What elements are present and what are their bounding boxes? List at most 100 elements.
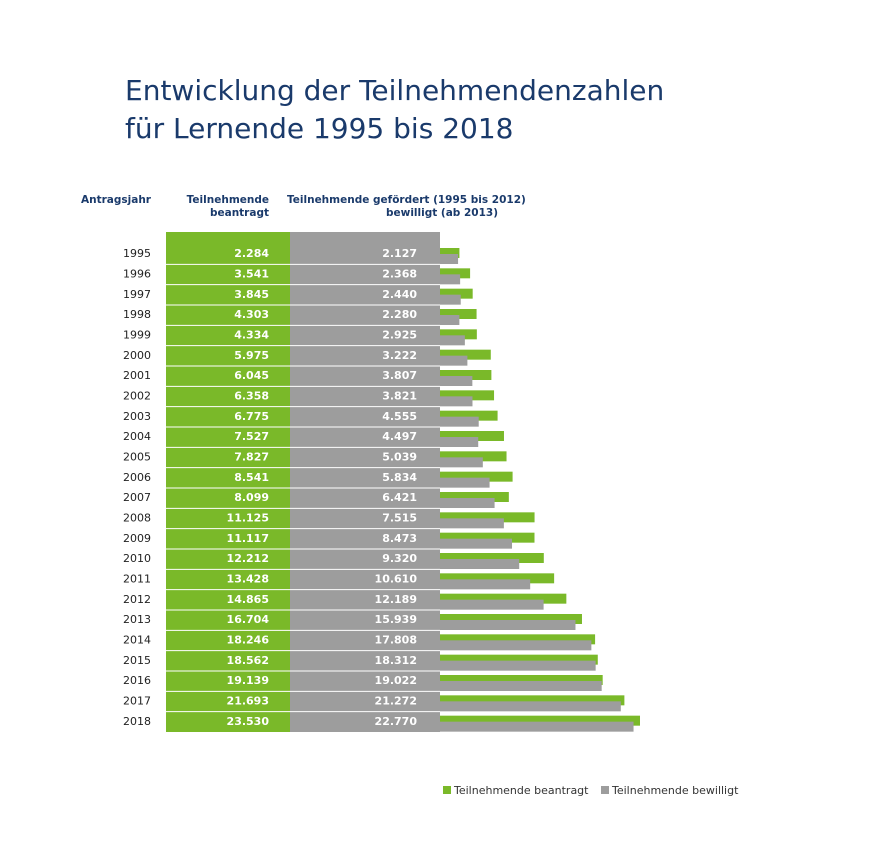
- bar: [440, 268, 471, 279]
- value-label: 2.925: [382, 329, 417, 342]
- value-label: 2.284: [234, 247, 269, 260]
- bar: [440, 288, 473, 299]
- bar: [440, 355, 468, 366]
- value-label: 14.865: [227, 593, 269, 606]
- value-label: 12.212: [227, 552, 269, 565]
- bar: [440, 431, 504, 441]
- y-tick-label: 1999: [123, 329, 151, 342]
- y-tick-label: 1998: [123, 308, 151, 321]
- value-label: 8.541: [234, 471, 269, 484]
- value-label: 15.939: [375, 613, 417, 626]
- value-label: 2.368: [382, 268, 417, 281]
- bar: [440, 248, 460, 258]
- bar: [440, 532, 535, 543]
- y-tick-label: 1996: [123, 268, 151, 281]
- value-label: 7.515: [382, 512, 417, 525]
- value-label: 9.320: [382, 552, 417, 565]
- value-label: 6.421: [382, 491, 417, 504]
- value-label: 2.127: [382, 247, 417, 260]
- bar: [440, 599, 544, 610]
- value-label: 4.555: [382, 410, 417, 423]
- bar: [440, 471, 513, 482]
- bar: [440, 477, 490, 488]
- value-label: 18.246: [227, 634, 270, 647]
- value-label: 4.334: [234, 329, 269, 342]
- y-tick-label: 2012: [123, 593, 151, 606]
- value-label: 11.125: [227, 512, 269, 525]
- value-label: 5.039: [382, 451, 417, 464]
- bar: [440, 329, 477, 340]
- bar: [440, 675, 603, 685]
- legend-swatch: [601, 786, 609, 794]
- value-label: 8.473: [382, 532, 417, 545]
- bar: [440, 559, 520, 569]
- value-label: 22.770: [375, 715, 418, 728]
- value-label: 17.808: [375, 634, 417, 647]
- value-label: 6.775: [234, 410, 269, 423]
- value-label: 11.117: [227, 532, 269, 545]
- bar: [440, 390, 495, 401]
- bar: [440, 701, 621, 712]
- bar: [440, 640, 592, 651]
- value-label: 13.428: [227, 573, 269, 586]
- value-label: 23.530: [227, 715, 270, 728]
- value-label: 8.099: [234, 491, 269, 504]
- y-tick-label: 2005: [123, 451, 151, 464]
- column-header: Antragsjahr: [81, 194, 152, 206]
- column-header: beantragt: [210, 207, 269, 219]
- y-tick-label: 2013: [123, 613, 151, 626]
- y-tick-label: 2004: [123, 430, 151, 443]
- value-label: 7.827: [234, 451, 269, 464]
- y-tick-label: 2017: [123, 695, 151, 708]
- bar: [440, 294, 461, 305]
- bar: [440, 376, 473, 386]
- legend-label: Teilnehmende bewilligt: [611, 784, 739, 797]
- bar: [440, 695, 625, 706]
- bar: [440, 573, 555, 584]
- legend-label: Teilnehmende beantragt: [453, 784, 589, 797]
- value-label: 3.222: [382, 349, 417, 362]
- value-label: 21.272: [375, 695, 417, 708]
- column-background: [166, 232, 290, 732]
- y-tick-label: 2010: [123, 552, 151, 565]
- column-header: Teilnehmende: [187, 194, 269, 206]
- bar: [440, 370, 492, 380]
- bar: [440, 512, 535, 523]
- column-header: Teilnehmende gefördert (1995 bis 2012): [287, 194, 526, 206]
- value-label: 18.312: [375, 654, 417, 667]
- value-label: 19.022: [375, 674, 417, 687]
- value-label: 5.834: [382, 471, 417, 484]
- value-label: 4.303: [234, 308, 269, 321]
- y-tick-label: 2008: [123, 512, 151, 525]
- column-background: [290, 232, 440, 732]
- bar: [440, 553, 544, 563]
- value-label: 2.280: [382, 308, 417, 321]
- bar: [440, 634, 596, 645]
- value-label: 4.497: [382, 430, 417, 443]
- bar: [440, 660, 596, 671]
- value-label: 3.541: [234, 268, 269, 281]
- bar: [440, 721, 634, 732]
- chart-title: Entwicklung der Teilnehmendenzahlen: [125, 74, 664, 107]
- value-label: 5.975: [234, 349, 269, 362]
- y-tick-label: 2003: [123, 410, 151, 423]
- y-tick-label: 2001: [123, 369, 151, 382]
- bar: [440, 410, 498, 421]
- bar: [440, 309, 477, 319]
- bar: [440, 451, 507, 462]
- bar: [440, 492, 509, 502]
- bar: [440, 254, 459, 264]
- bar: [440, 437, 479, 447]
- bar: [440, 498, 495, 508]
- value-label: 2.440: [382, 288, 417, 301]
- value-label: 7.527: [234, 430, 269, 443]
- value-label: 3.807: [382, 369, 417, 382]
- bar: [440, 274, 461, 285]
- y-tick-label: 2018: [123, 715, 151, 728]
- value-label: 21.693: [227, 695, 269, 708]
- y-tick-label: 2007: [123, 491, 151, 504]
- bar: [440, 593, 567, 604]
- bar: [440, 335, 465, 346]
- bar: [440, 681, 602, 691]
